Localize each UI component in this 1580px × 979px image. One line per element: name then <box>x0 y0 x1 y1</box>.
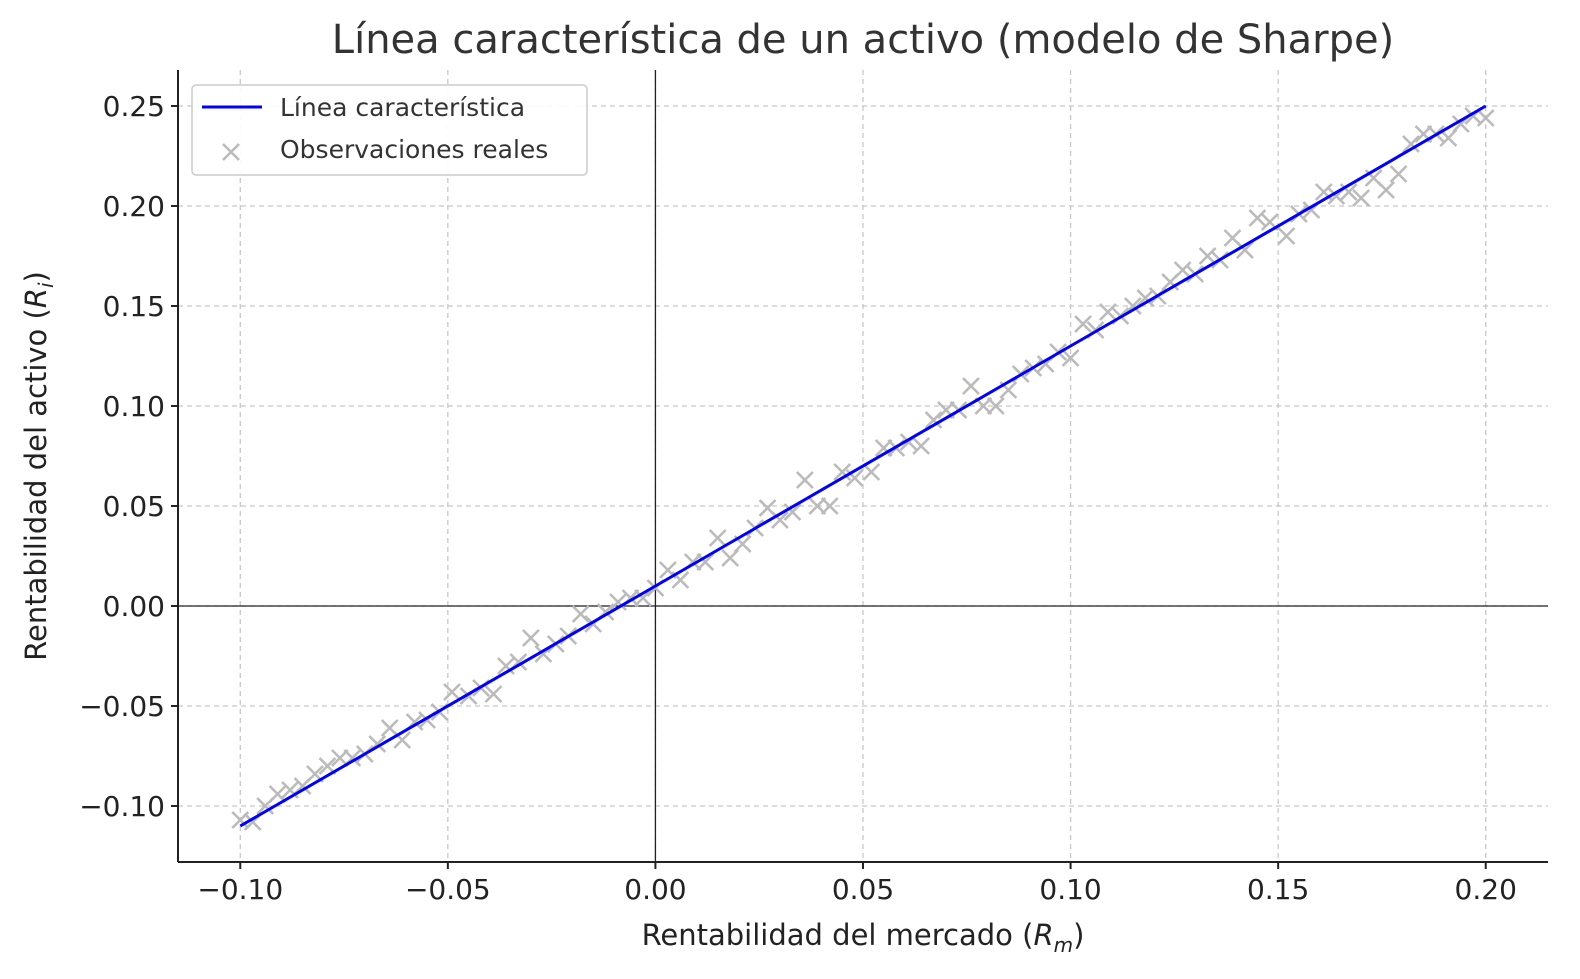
scatter-point <box>571 605 590 623</box>
scatter-point <box>1277 227 1296 245</box>
scatter-point <box>521 629 540 647</box>
scatter-point <box>912 437 931 455</box>
y-tick-label: −0.05 <box>79 690 165 723</box>
zero-lines <box>178 70 1548 862</box>
scatter-point <box>484 685 503 703</box>
x-tick-label: 0.00 <box>624 873 686 906</box>
scatter-point <box>1402 135 1420 153</box>
legend-marker-swatch <box>222 143 240 161</box>
y-tick-label: 0.25 <box>103 90 165 123</box>
ticks: −0.10 −0.05 0.00 0.05 0.10 0.15 0.20 −0.10 −0.05… <box>79 90 1517 906</box>
y-tick-label: 0.00 <box>103 590 165 623</box>
x-axis-label-main: Rentabilidad del mercado ( <box>642 918 1034 952</box>
y-tick-label: 0.10 <box>103 390 165 423</box>
legend: Línea característica Observaciones reale… <box>191 84 588 176</box>
x-tick-label: −0.05 <box>405 873 491 906</box>
x-tick-label: 0.05 <box>832 873 894 906</box>
scatter-point <box>986 397 1005 415</box>
y-axis-label-close: ) <box>19 271 53 282</box>
scatter-point <box>1377 181 1396 199</box>
x-tick-label: 0.10 <box>1039 873 1101 906</box>
y-tick-label: 0.15 <box>103 290 165 323</box>
y-axis-label-var: R <box>19 288 53 308</box>
scatter-point <box>609 593 627 611</box>
x-axis-label-sub: m <box>1054 933 1073 957</box>
scatter-point <box>820 497 839 515</box>
legend-label-line: Línea característica <box>280 93 525 122</box>
y-axis-label: Rentabilidad del activo (Ri) <box>19 271 58 661</box>
scatter-point <box>1389 165 1408 183</box>
scatter-point <box>1476 109 1495 127</box>
x-tick-label: 0.15 <box>1247 873 1309 906</box>
legend-label-scatter: Observaciones reales <box>280 135 548 164</box>
scatter-point <box>1173 261 1192 279</box>
legend-x-marker <box>222 143 240 161</box>
scatter-point <box>1123 297 1142 315</box>
scatter-point <box>696 553 715 571</box>
scatter-point <box>924 411 943 429</box>
x-axis-label-close: ) <box>1073 918 1084 952</box>
legend-box <box>191 84 588 176</box>
scatter-point <box>1352 189 1371 207</box>
scatter-point <box>1248 209 1267 227</box>
scatter-point <box>771 511 789 529</box>
y-tick-label: 0.20 <box>103 190 165 223</box>
characteristic-line <box>239 104 1487 828</box>
y-axis-label-sub: i <box>34 282 58 288</box>
scatter-point <box>634 589 652 607</box>
scatter-point <box>1099 303 1117 321</box>
chart-title: Línea característica de un activo (model… <box>332 17 1394 63</box>
x-tick-label: 0.20 <box>1455 873 1517 906</box>
scatter-point <box>268 785 287 803</box>
scatter-point <box>795 471 814 489</box>
scatter-point <box>1074 315 1092 333</box>
line-series <box>239 104 1487 828</box>
x-tick-label: −0.10 <box>197 873 283 906</box>
scatter-point <box>1061 349 1080 367</box>
scatter-point <box>962 377 980 395</box>
x-axis-label: Rentabilidad del mercado (Rm) <box>642 918 1085 957</box>
y-tick-label: −0.10 <box>79 790 165 823</box>
scatter-point <box>783 503 802 521</box>
scatter-point <box>443 683 461 701</box>
scatter-point <box>708 529 727 547</box>
y-tick-label: 0.05 <box>103 490 165 523</box>
scatter-point <box>1198 247 1217 265</box>
scatter-point <box>833 463 852 481</box>
y-axis-label-main: Rentabilidad del activo ( <box>19 308 53 661</box>
scatter-point <box>862 463 881 481</box>
scatter-point <box>497 657 515 675</box>
x-axis-label-var: R <box>1033 918 1053 952</box>
scatter-point <box>1236 241 1254 259</box>
